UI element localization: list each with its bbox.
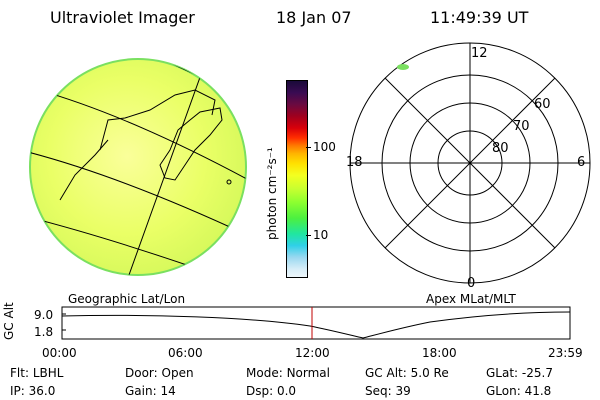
colorbar-tick-100 <box>306 147 311 148</box>
observation-date: 18 Jan 07 <box>276 8 352 27</box>
time-tick-1800: 18:00 <box>422 346 457 360</box>
island-outline <box>159 107 223 181</box>
coastline <box>99 89 216 151</box>
mlt-label-0: 0 <box>467 276 476 291</box>
info-gain: Gain: 14 <box>125 384 176 398</box>
info-filter: Flt: LBHL <box>10 366 64 380</box>
time-tick-2359: 23:59 <box>548 346 583 360</box>
polar-label: Apex MLat/MLT <box>426 292 516 306</box>
mlt-label-6: 6 <box>577 155 586 170</box>
alt-tick-1-8: 1.8 <box>34 325 54 339</box>
mlt-label-12: 12 <box>471 46 488 61</box>
alt-tick-9: 9.0 <box>34 308 54 322</box>
mlat-label-70: 70 <box>513 119 530 134</box>
mlt-label-18: 18 <box>346 155 363 170</box>
instrument-title: Ultraviolet Imager <box>50 8 195 27</box>
info-glat: GLat: -25.7 <box>486 366 553 380</box>
mlat-label-80: 80 <box>492 141 509 156</box>
observation-time: 11:49:39 UT <box>430 8 529 27</box>
info-ip: IP: 36.0 <box>10 384 56 398</box>
altitude-curve <box>61 311 571 339</box>
info-seq: Seq: 39 <box>365 384 411 398</box>
colorbar <box>286 80 308 278</box>
info-mode: Mode: Normal <box>246 366 330 380</box>
polar-aurora-spot <box>397 64 409 70</box>
polar-plot <box>349 42 591 284</box>
colorbar-tick-10 <box>306 235 311 236</box>
colorbar-unit-label: photon cm⁻²s⁻¹ <box>265 147 279 240</box>
info-gc-alt: GC Alt: 5.0 Re <box>365 366 449 380</box>
time-tick-0000: 00:00 <box>42 346 77 360</box>
time-tick-1200: 12:00 <box>295 346 330 360</box>
geographic-image <box>29 58 247 276</box>
alt-axis-label: GC Alt <box>2 302 16 340</box>
timeline-frame <box>61 306 571 340</box>
altitude-timeline <box>61 306 571 340</box>
geographic-label: Geographic Lat/Lon <box>68 292 186 306</box>
colorbar-tick-label-100: 100 <box>313 140 336 154</box>
earth-disk <box>29 58 247 276</box>
info-dsp: Dsp: 0.0 <box>246 384 297 398</box>
colorbar-tick-label-10: 10 <box>313 228 329 242</box>
info-door: Door: Open <box>125 366 194 380</box>
mlat-label-60: 60 <box>534 97 551 112</box>
info-glon: GLon: 41.8 <box>486 384 552 398</box>
time-tick-0600: 06:00 <box>168 346 203 360</box>
